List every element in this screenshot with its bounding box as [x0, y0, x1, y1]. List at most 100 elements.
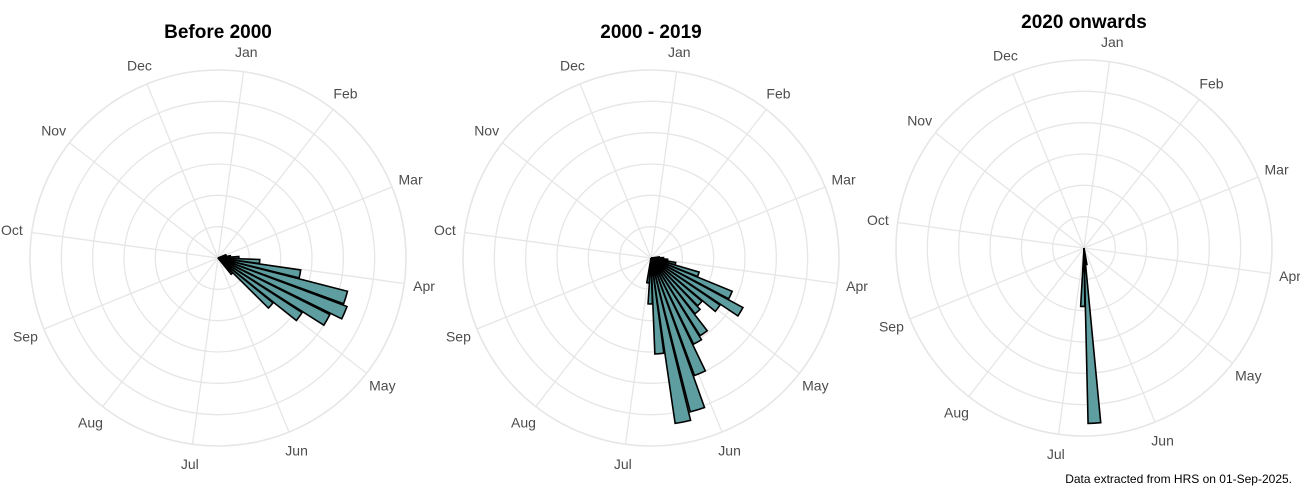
grid-spoke [897, 221, 1085, 249]
chart-bar [217, 257, 275, 310]
grid-spoke [650, 109, 767, 259]
month-label-nov: Nov [907, 113, 932, 129]
chart-bar [217, 257, 304, 322]
grid-ring [60, 100, 376, 416]
month-label-aug: Aug [78, 414, 103, 430]
panel-title: Before 2000 [164, 22, 272, 43]
month-label-jul: Jul [1047, 446, 1065, 462]
grid-ring [186, 226, 250, 290]
grid-ring [1020, 184, 1148, 312]
grid-spoke [650, 186, 826, 259]
panel-2000-2019: 2000 - 2019 Jan Feb Mar Apr May Jun Jul Aug Sep O… [434, 22, 868, 472]
month-label-dec: Dec [993, 47, 1018, 63]
month-label-aug: Aug [944, 404, 969, 420]
grid-ring [154, 194, 282, 322]
month-label-jun: Jun [285, 443, 308, 459]
grid-spoke [102, 257, 219, 407]
grid-spoke [1083, 247, 1271, 275]
grid-spoke [217, 186, 393, 259]
grid-spoke [935, 132, 1085, 249]
month-label-may: May [1235, 367, 1261, 383]
month-label-jul: Jul [181, 456, 199, 472]
grid-ring [525, 132, 777, 384]
chart-bar [1083, 247, 1102, 425]
grid-spoke [1083, 176, 1259, 249]
month-label-sep: Sep [446, 329, 471, 345]
chart-bar [650, 257, 706, 413]
chart-bar [650, 257, 692, 425]
grid-spoke [1057, 247, 1085, 435]
month-label-oct: Oct [1, 222, 23, 238]
grid-spoke [217, 109, 334, 259]
month-label-mar: Mar [399, 171, 423, 187]
month-label-oct: Oct [434, 222, 456, 238]
grid-spoke [1012, 73, 1085, 249]
month-label-dec: Dec [127, 57, 152, 73]
grid-spoke [650, 257, 838, 285]
month-label-apr: Apr [1279, 268, 1300, 284]
grid-spoke [69, 142, 219, 259]
chart-bar [1079, 247, 1086, 308]
grid-spoke [191, 257, 219, 445]
month-label-sep: Sep [879, 319, 904, 335]
grid-spoke [217, 71, 245, 259]
grid-ring [123, 163, 313, 353]
month-label-jan: Jan [668, 44, 691, 60]
chart-bar [650, 257, 707, 377]
month-label-aug: Aug [511, 414, 536, 430]
grid-ring [926, 90, 1242, 406]
chart-bar [217, 257, 349, 320]
month-label-apr: Apr [413, 278, 435, 294]
grid-spoke [535, 257, 652, 407]
grid-ring [556, 163, 746, 353]
panel-before-2000: Before 2000 Jan Feb Mar Apr May Jun Jul Aug Sep O… [1, 22, 435, 472]
month-label-may: May [802, 377, 828, 393]
panel-title: 2020 onwards [1021, 12, 1147, 33]
grid-spoke [968, 247, 1085, 397]
month-label-feb: Feb [1199, 76, 1223, 92]
grid-spoke [1083, 61, 1111, 249]
grid-spoke [909, 247, 1085, 320]
chart-bar [650, 257, 709, 337]
month-label-dec: Dec [560, 57, 585, 73]
grid-spoke [43, 257, 219, 330]
month-label-jun: Jun [718, 443, 741, 459]
month-label-jun: Jun [1151, 433, 1174, 449]
grid-spoke [624, 257, 652, 445]
month-label-may: May [369, 377, 395, 393]
data-source-caption: Data extracted from HRS on 01-Sep-2025. [1065, 472, 1292, 486]
grid-spoke [464, 231, 652, 259]
grid-spoke [31, 231, 219, 259]
month-label-jul: Jul [614, 456, 632, 472]
chart-bar [650, 257, 665, 355]
grid-spoke [1083, 99, 1200, 249]
month-label-feb: Feb [766, 86, 790, 102]
grid-spoke [579, 83, 652, 259]
month-label-nov: Nov [474, 123, 499, 139]
month-label-apr: Apr [846, 278, 868, 294]
grid-spoke [476, 257, 652, 330]
panel-2020-onwards: 2020 onwards Jan Feb Mar Apr May Jun Jul Aug Sep… [867, 12, 1300, 462]
grid-spoke [146, 83, 219, 259]
chart-bar [217, 257, 234, 276]
grid-spoke [1083, 247, 1233, 364]
grid-ring [895, 59, 1273, 437]
month-label-jan: Jan [1101, 34, 1124, 50]
grid-ring [587, 194, 715, 322]
grid-spoke [217, 257, 290, 433]
grid-ring [29, 69, 407, 447]
panel-title: 2000 - 2019 [600, 22, 701, 43]
month-label-mar: Mar [1265, 161, 1289, 177]
grid-ring [493, 100, 809, 416]
chart-bar [650, 257, 703, 346]
month-label-mar: Mar [832, 171, 856, 187]
chart-bar [647, 257, 654, 305]
grid-spoke [1083, 247, 1156, 423]
chart-bar [645, 257, 652, 284]
grid-ring [462, 69, 840, 447]
chart-bar [650, 257, 722, 313]
chart-bar [217, 257, 331, 327]
grid-ring [989, 153, 1179, 343]
month-label-sep: Sep [13, 329, 38, 345]
